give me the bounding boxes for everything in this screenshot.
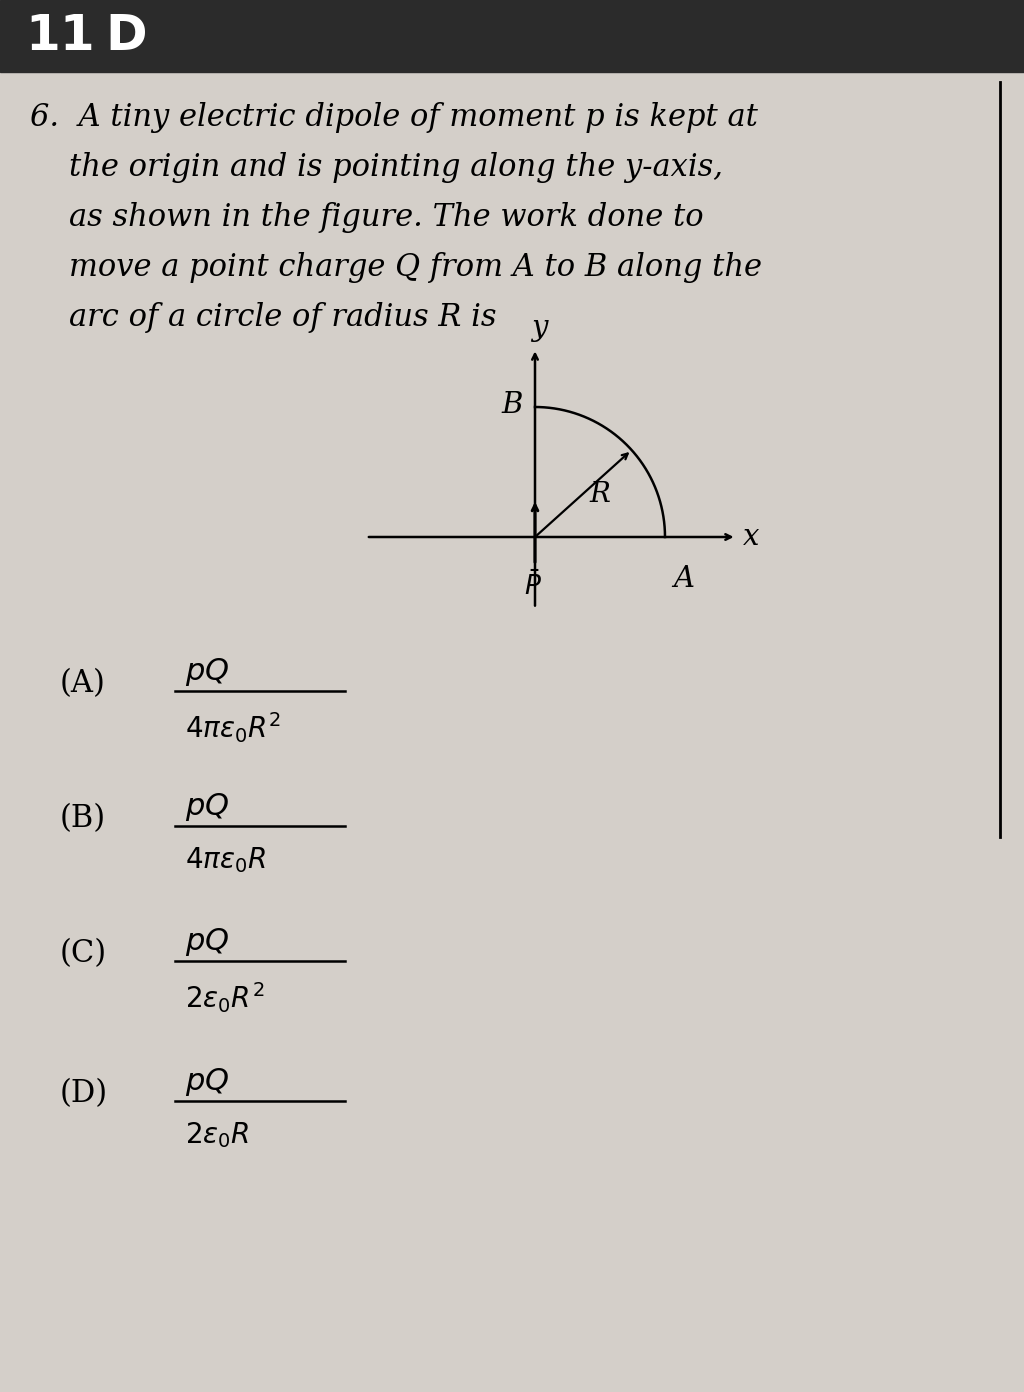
Text: x: x [743, 523, 760, 551]
Text: 6.  A tiny electric dipole of moment p is kept at: 6. A tiny electric dipole of moment p is… [30, 102, 758, 134]
Text: B: B [502, 391, 523, 419]
Text: arc of a circle of radius R is: arc of a circle of radius R is [30, 302, 497, 333]
Text: $pQ$: $pQ$ [185, 1066, 229, 1098]
Text: $4\pi\epsilon_0R$: $4\pi\epsilon_0R$ [185, 845, 266, 874]
Text: $2\epsilon_0R$: $2\epsilon_0R$ [185, 1121, 250, 1150]
Text: D: D [105, 13, 146, 60]
Text: $2\epsilon_0R^2$: $2\epsilon_0R^2$ [185, 980, 264, 1015]
Text: (C): (C) [60, 938, 108, 969]
Text: $pQ$: $pQ$ [185, 926, 229, 958]
Text: move a point charge Q from A to B along the: move a point charge Q from A to B along … [30, 252, 762, 283]
Text: as shown in the figure. The work done to: as shown in the figure. The work done to [30, 202, 703, 232]
Text: $4\pi\epsilon_0R^2$: $4\pi\epsilon_0R^2$ [185, 710, 282, 745]
Text: the origin and is pointing along the y-axis,: the origin and is pointing along the y-a… [30, 152, 723, 182]
Bar [0, 0, 1024, 72]
Text: (D): (D) [60, 1079, 109, 1109]
Text: (A): (A) [60, 668, 105, 700]
Text: 11: 11 [25, 13, 95, 60]
Text: y: y [530, 315, 547, 342]
Text: A: A [673, 565, 694, 593]
Text: $pQ$: $pQ$ [185, 656, 229, 688]
Text: R: R [590, 480, 610, 508]
Text: $\bar{P}$: $\bar{P}$ [524, 571, 542, 600]
Text: (B): (B) [60, 803, 106, 834]
Text: $pQ$: $pQ$ [185, 791, 229, 823]
